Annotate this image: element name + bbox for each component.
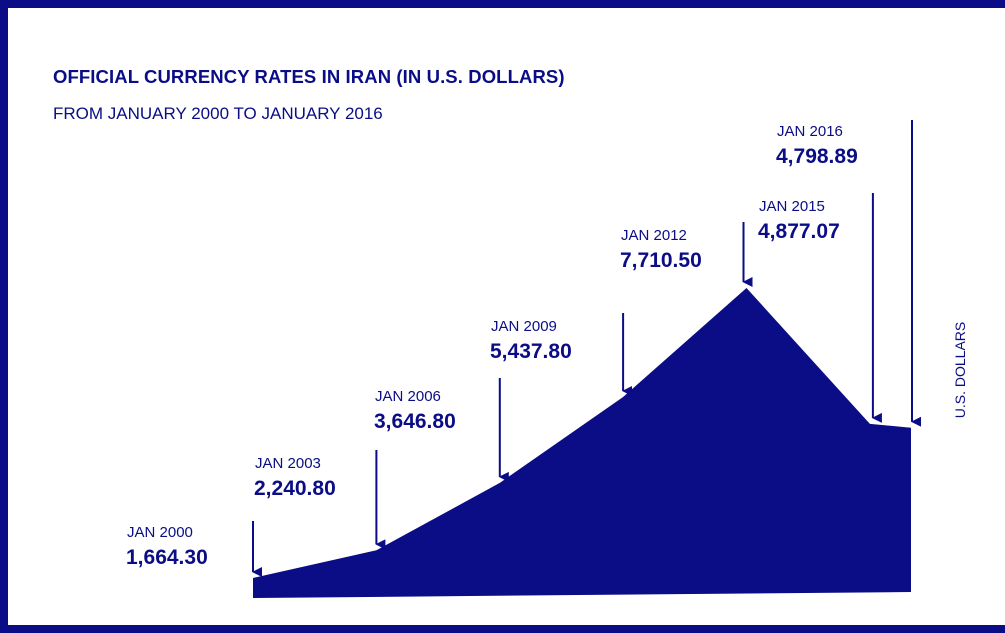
point-date-label: JAN 2012 bbox=[621, 227, 687, 244]
point-date-label: JAN 2006 bbox=[375, 388, 441, 405]
point-value-label: 3,646.80 bbox=[374, 410, 456, 433]
chart-subtitle: FROM JANUARY 2000 TO JANUARY 2016 bbox=[53, 104, 383, 123]
point-date-label: JAN 2016 bbox=[777, 123, 843, 140]
point-value-label: 7,710.50 bbox=[620, 249, 702, 272]
area-series bbox=[253, 288, 911, 598]
chart-title: OFFICIAL CURRENCY RATES IN IRAN (IN U.S.… bbox=[53, 66, 565, 87]
point-date-label: JAN 2009 bbox=[491, 318, 557, 335]
point-value-label: 4,798.89 bbox=[776, 145, 858, 168]
point-value-label: 2,240.80 bbox=[254, 477, 336, 500]
point-date-label: JAN 2000 bbox=[127, 524, 193, 541]
point-date-label: JAN 2003 bbox=[255, 455, 321, 472]
point-value-label: 1,664.30 bbox=[126, 546, 208, 569]
point-date-label: JAN 2015 bbox=[759, 198, 825, 215]
point-value-label: 5,437.80 bbox=[490, 340, 572, 363]
y-axis-label: U.S. DOLLARS bbox=[952, 322, 968, 418]
point-value-label: 4,877.07 bbox=[758, 220, 840, 243]
